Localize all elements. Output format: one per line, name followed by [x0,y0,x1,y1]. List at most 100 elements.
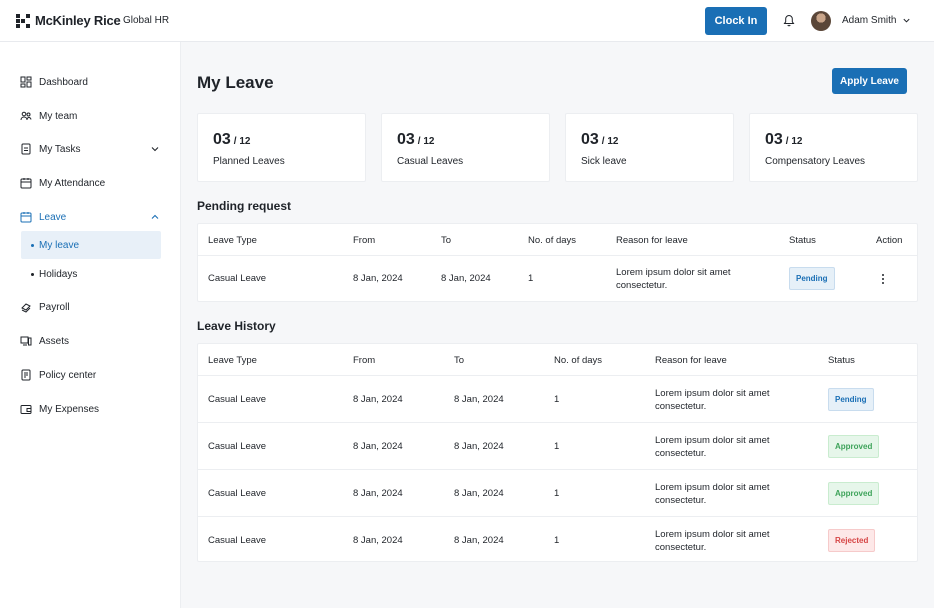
sidebar-item-my-expenses[interactable]: My Expenses [20,398,99,420]
bullet-icon [31,272,34,276]
column-header: Reason for leave [616,235,688,246]
reason-cell: Lorem ipsum dolor sit amet consectetur. [655,435,770,459]
tasks-icon [21,143,31,155]
payroll-icon [21,303,31,313]
bell-icon[interactable] [783,14,795,27]
table-header-row: Leave Type From To No. of days Reason fo… [198,344,917,376]
summary-label: Planned Leaves [213,156,285,167]
column-header: Action [876,235,903,246]
leave-history-table: Leave Type From To No. of days Reason fo… [197,343,918,562]
summary-value: 03 [397,131,415,148]
sidebar-subitem-label: Holidays [39,268,78,280]
sidebar-item-assets[interactable]: Assets [20,330,69,352]
sidebar-item-my-team[interactable]: My team [20,105,77,127]
sidebar-item-label: Leave [39,211,67,223]
sidebar-item-label: My Attendance [39,177,106,189]
sidebar-subitem-my-leave[interactable]: My leave [21,231,161,259]
sidebar-item-leave[interactable]: Leave [20,206,66,228]
summary-card-compensatory: 03/ 12 Compensatory Leaves [749,113,918,182]
sidebar-item-my-attendance[interactable]: My Attendance [20,172,105,194]
days-cell: 1 [554,535,560,546]
policy-icon [21,369,31,381]
brand-logo[interactable]: McKinley Rice [16,13,121,28]
sidebar-subitem-label: My leave [39,239,80,251]
page-title: My Leave [197,73,274,92]
leave-type-cell: Casual Leave [208,273,267,284]
pending-request-title: Pending request [197,199,292,213]
team-icon [20,111,32,121]
status-badge: Pending [789,267,835,290]
sidebar-item-dashboard[interactable]: Dashboard [20,71,88,93]
summary-card-planned: 03/ 12 Planned Leaves [197,113,366,182]
table-row: Casual Leave 8 Jan, 2024 8 Jan, 2024 1 L… [198,256,917,301]
from-date-cell: 8 Jan, 2024 [353,441,403,452]
to-date-cell: 8 Jan, 2024 [454,535,504,546]
summary-value: 03 [765,131,783,148]
calendar-icon [20,212,32,223]
days-cell: 1 [554,394,560,405]
avatar[interactable] [811,11,831,31]
sidebar-item-label: Payroll [39,301,70,313]
assets-icon [20,336,32,346]
summary-card-casual: 03/ 12 Casual Leaves [381,113,550,182]
to-date-cell: 8 Jan, 2024 [454,394,504,405]
bullet-icon [31,243,34,247]
summary-label: Sick leave [581,156,627,167]
status-badge: Pending [828,388,874,411]
user-name[interactable]: Adam Smith [842,15,897,26]
sidebar-item-label: Policy center [39,369,97,381]
table-row: Casual Leave 8 Jan, 2024 8 Jan, 2024 1 L… [198,423,917,470]
leave-type-cell: Casual Leave [208,488,267,499]
column-header: Leave Type [208,355,257,366]
leave-type-cell: Casual Leave [208,441,267,452]
summary-label: Compensatory Leaves [765,156,866,167]
to-date-cell: 8 Jan, 2024 [454,488,504,499]
summary-total: / 12 [417,136,435,147]
to-date-cell: 8 Jan, 2024 [454,441,504,452]
product-name: Global HR [123,15,170,26]
sidebar-item-my-tasks[interactable]: My Tasks [20,138,81,160]
column-header: No. of days [554,355,603,366]
clock-in-button[interactable]: Clock In [705,7,767,35]
days-cell: 1 [554,441,560,452]
reason-cell: Lorem ipsum dolor sit amet consectetur. [655,388,770,412]
status-badge: Approved [828,435,880,458]
sidebar-subitem-holidays[interactable]: Holidays [21,260,161,288]
column-header: Leave Type [208,235,257,246]
brand-name: McKinley Rice [35,13,121,28]
sidebar-item-label: My Expenses [39,403,100,415]
days-cell: 1 [528,273,534,284]
sidebar-item-payroll[interactable]: Payroll [20,296,70,318]
apply-leave-button[interactable]: Apply Leave [832,68,907,94]
sidebar-item-label: Dashboard [39,76,88,88]
days-cell: 1 [554,488,560,499]
summary-value: 03 [213,131,231,148]
column-header: From [353,235,376,246]
leave-history-title: Leave History [197,319,276,333]
table-row: Casual Leave 8 Jan, 2024 8 Jan, 2024 1 L… [198,517,917,563]
column-header: From [353,355,376,366]
summary-value: 03 [581,131,599,148]
column-header: No. of days [528,235,577,246]
sidebar-item-policy-center[interactable]: Policy center [20,364,96,386]
table-row: Casual Leave 8 Jan, 2024 8 Jan, 2024 1 L… [198,470,917,517]
top-header: McKinley Rice Global HR Clock In Adam Sm… [0,0,934,42]
more-options-icon[interactable] [879,273,887,285]
sidebar-item-label: My team [39,110,78,122]
pending-request-table: Leave Type From To No. of days Reason fo… [197,223,918,302]
calendar-icon [20,178,32,189]
chevron-down-icon[interactable] [902,16,911,25]
chevron-up-icon[interactable] [150,212,160,222]
from-date-cell: 8 Jan, 2024 [353,488,403,499]
reason-cell: Lorem ipsum dolor sit amet consectetur. [616,267,731,291]
status-badge: Rejected [828,529,876,552]
table-row: Casual Leave 8 Jan, 2024 8 Jan, 2024 1 L… [198,376,917,423]
logo-icon [16,13,30,28]
from-date-cell: 8 Jan, 2024 [353,394,403,405]
dashboard-icon [20,76,32,88]
chevron-down-icon[interactable] [150,144,160,154]
status-badge: Approved [828,482,880,505]
wallet-icon [20,405,32,414]
leave-type-cell: Casual Leave [208,535,267,546]
column-header: Reason for leave [655,355,727,366]
